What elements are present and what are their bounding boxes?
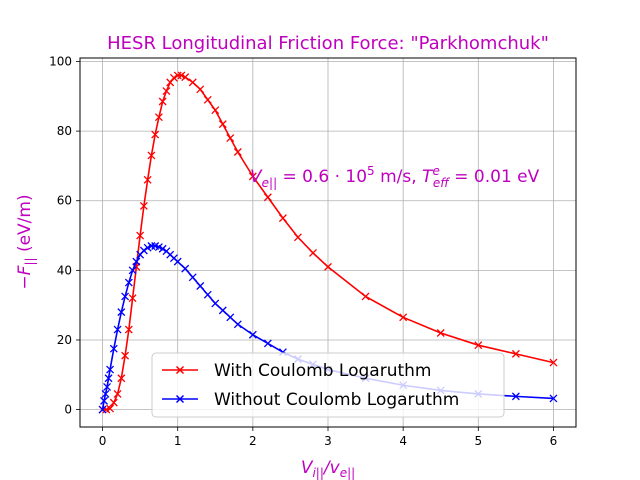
data-point — [203, 95, 212, 104]
chart-title: HESR Longitudinal Friction Force: "Parkh… — [107, 33, 549, 54]
data-point — [226, 134, 235, 143]
x-tick-label: 1 — [174, 434, 182, 448]
data-point — [124, 325, 133, 334]
data-point — [158, 97, 167, 106]
data-point — [104, 374, 113, 383]
legend-marker-without — [175, 394, 185, 404]
data-point — [188, 78, 197, 87]
annotation: Ve|| = 0.6 · 105 m/s, Te eff = 0.01 eV — [250, 164, 540, 190]
data-point — [162, 87, 171, 96]
y-tick-label: 100 — [49, 54, 72, 68]
data-point — [136, 231, 145, 240]
x-tick-label: 4 — [399, 434, 407, 448]
y-tick-label: 20 — [57, 333, 72, 347]
data-point — [106, 365, 115, 374]
data-point — [549, 394, 558, 403]
data-point — [109, 398, 118, 407]
grid — [80, 58, 576, 427]
data-point — [139, 246, 148, 255]
data-point — [196, 282, 205, 290]
legend-label-with: With Coulomb Logaruthm — [214, 361, 431, 381]
data-point — [147, 151, 156, 160]
data-point — [309, 248, 317, 257]
data-point — [263, 193, 272, 202]
data-point — [154, 113, 163, 122]
data-point — [169, 73, 178, 82]
data-point — [233, 320, 242, 329]
data-point — [233, 148, 242, 156]
x-tick-label: 5 — [474, 434, 482, 448]
data-point — [98, 405, 107, 414]
y-tick-label: 0 — [64, 403, 72, 417]
data-point — [474, 341, 483, 350]
series-0 — [98, 71, 558, 414]
y-tick-label: 40 — [57, 263, 72, 277]
data-point — [218, 120, 227, 129]
data-point — [203, 290, 212, 299]
data-point — [121, 292, 130, 301]
data-point — [211, 299, 220, 308]
data-point — [511, 392, 520, 401]
data-point — [549, 358, 558, 367]
data-point — [181, 73, 190, 82]
y-tick-label: 80 — [57, 124, 72, 138]
data-point — [106, 404, 115, 413]
legend-marker-with — [175, 365, 185, 375]
data-point — [100, 396, 109, 405]
x-tick-label: 0 — [99, 434, 107, 448]
data-point — [361, 292, 370, 301]
data-point — [248, 172, 257, 181]
data-point — [128, 294, 137, 303]
data-point — [101, 389, 110, 398]
data-point — [139, 201, 148, 210]
data-point — [293, 233, 302, 242]
y-axis-label: −F|| (eV/m) — [15, 194, 37, 289]
data-point — [113, 389, 122, 398]
data-point — [151, 130, 160, 139]
data-point — [128, 266, 137, 275]
data-point — [226, 313, 235, 322]
data-point — [143, 175, 152, 184]
data-point — [248, 330, 257, 339]
data-point — [188, 273, 197, 282]
x-tick-label: 3 — [324, 434, 332, 448]
legend-box — [151, 352, 505, 418]
x-axis-label: Vi||/ve|| — [301, 458, 355, 480]
data-point — [117, 308, 126, 317]
x-tick-label: 6 — [550, 434, 558, 448]
data-point — [132, 257, 141, 266]
data-point — [196, 85, 205, 94]
data-point — [324, 262, 332, 271]
data-point — [218, 306, 227, 315]
data-point — [117, 374, 126, 383]
data-point — [109, 344, 118, 353]
data-point — [211, 106, 220, 115]
data-point — [113, 325, 122, 334]
data-point — [121, 351, 130, 360]
legend-label-without: Without Coulomb Logaruthm — [214, 390, 459, 410]
x-tick-label: 2 — [249, 434, 257, 448]
data-point — [124, 278, 133, 287]
data-point — [511, 349, 520, 358]
legend: With Coulomb Logaruthm Without Coulomb L… — [151, 352, 505, 418]
data-point — [399, 313, 408, 322]
data-point — [173, 257, 182, 266]
y-tick-label: 60 — [57, 194, 72, 208]
data-point — [181, 264, 190, 273]
data-point — [158, 244, 167, 253]
data-point — [103, 383, 112, 391]
data-point — [278, 214, 287, 223]
data-point — [263, 339, 272, 348]
data-point — [436, 329, 445, 337]
